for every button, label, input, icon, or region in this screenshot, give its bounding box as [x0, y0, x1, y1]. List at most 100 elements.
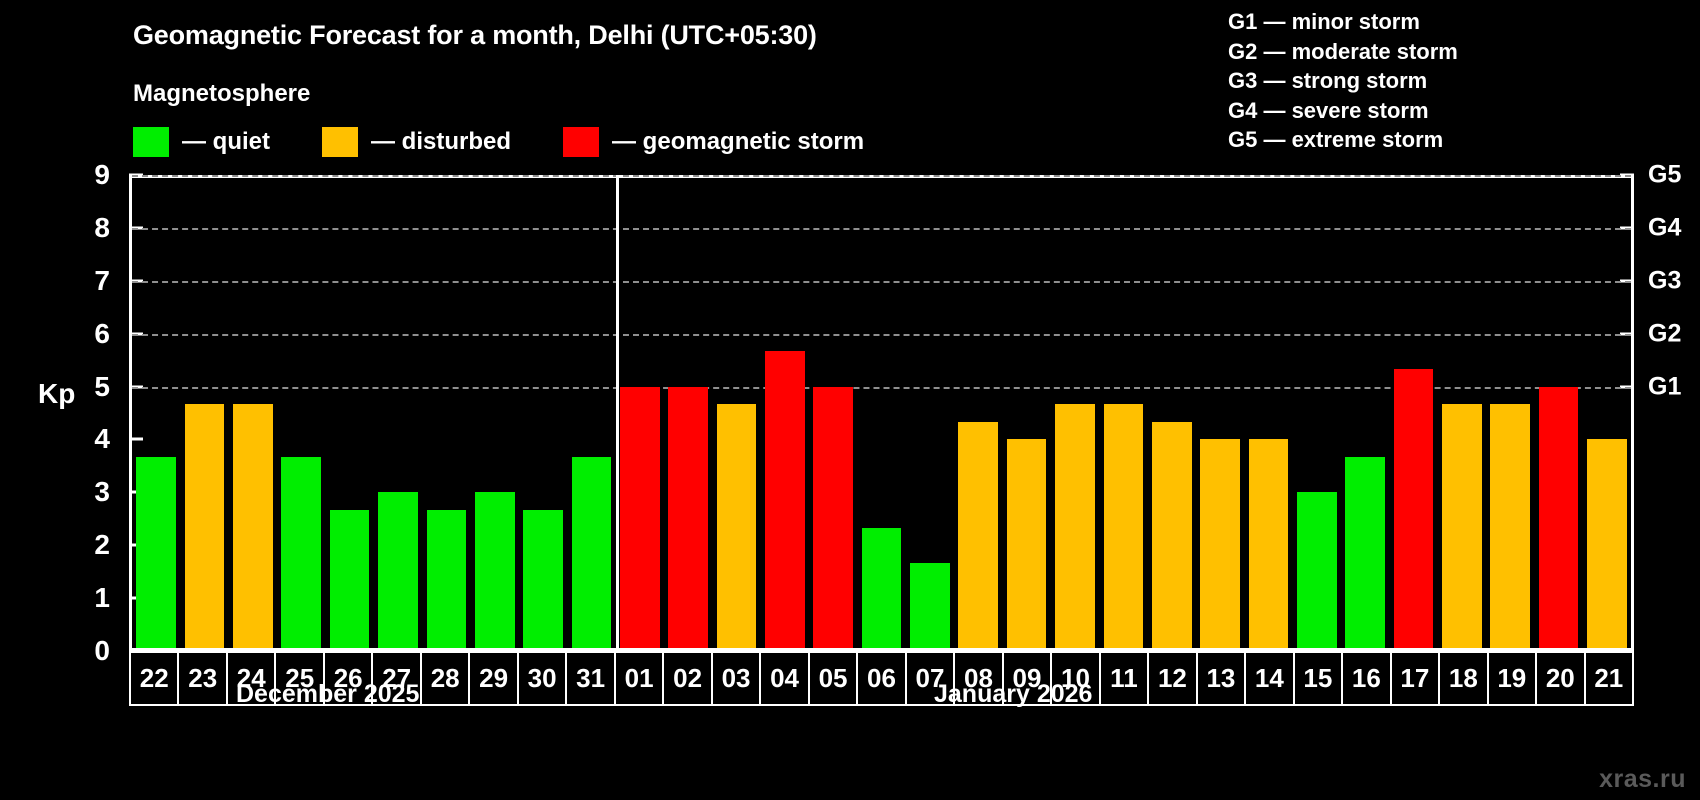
- gscale-row-5: G5 — extreme storm: [1228, 127, 1444, 152]
- date-label: 28: [430, 663, 460, 693]
- date-label: 18: [1448, 663, 1478, 693]
- g-axis-label-G4: G4: [1648, 213, 1682, 242]
- date-cell-21: 21: [1583, 651, 1635, 706]
- bar-cell: [809, 178, 857, 648]
- gridline-kp-5: [132, 386, 1631, 389]
- bar-13: [1200, 439, 1240, 648]
- date-cell-15: 15: [1292, 651, 1342, 706]
- date-label: 05: [818, 663, 848, 693]
- bar-cell: [1293, 178, 1341, 648]
- date-label: 09: [1012, 663, 1042, 693]
- bar-cell: [180, 178, 228, 648]
- y-tick-mark-4: [129, 437, 143, 441]
- bar-06: [861, 527, 902, 648]
- bar-01: [619, 386, 660, 648]
- date-cell-12: 12: [1147, 651, 1196, 706]
- plot-inner: [132, 175, 1631, 650]
- date-cell-10: 10: [1050, 651, 1099, 706]
- gridline-kp-8: [132, 227, 1631, 230]
- date-cell-03: 03: [710, 651, 760, 706]
- date-label: 17: [1400, 663, 1430, 693]
- date-cell-19: 19: [1486, 651, 1536, 706]
- date-cell-28: 28: [419, 651, 469, 706]
- date-label: 01: [624, 663, 654, 693]
- date-cell-26: 26: [322, 651, 372, 706]
- date-label: 26: [333, 663, 363, 693]
- bar-cell: [1583, 178, 1631, 648]
- gscale-row-1: G1 — minor storm: [1228, 9, 1420, 34]
- legend-swatch-disturbed: [322, 127, 358, 157]
- bar-30: [523, 509, 563, 648]
- month-divider: [615, 175, 619, 650]
- gridline-kp-9: [132, 175, 1631, 177]
- date-label: 04: [770, 663, 799, 693]
- date-cell-05: 05: [807, 651, 857, 706]
- bar-21: [1587, 439, 1627, 648]
- date-axis: 22 23 24 25 26 27 28 29 30 31 01 02 03 04 05 06 07 08 09 10…: [129, 651, 1635, 706]
- date-label: 16: [1351, 663, 1381, 693]
- y-tick-mark-2: [129, 543, 143, 547]
- y-tick-label-0: 0: [94, 635, 110, 666]
- g-axis-label-G2: G2: [1648, 319, 1682, 348]
- bar-18: [1442, 404, 1482, 648]
- gscale-row-3: G3 — strong storm: [1228, 68, 1428, 93]
- g-axis-label-G5: G5: [1648, 160, 1682, 189]
- date-cell-06: 06: [856, 651, 905, 706]
- month-label-right: January 2026: [934, 680, 1093, 708]
- bar-cell: [277, 178, 325, 648]
- date-label: 11: [1110, 663, 1138, 693]
- date-label: 20: [1545, 663, 1575, 693]
- date-cell-14: 14: [1244, 651, 1293, 706]
- date-cell-04: 04: [759, 651, 808, 706]
- date-label: 29: [479, 663, 509, 693]
- bar-07: [910, 562, 950, 648]
- bar-cell: [1099, 178, 1147, 648]
- date-cell-22: 22: [129, 651, 178, 706]
- date-cell-29: 29: [468, 651, 517, 706]
- date-cell-08: 08: [953, 651, 1002, 706]
- date-cell-02: 02: [662, 651, 711, 706]
- date-cell-07: 07: [904, 651, 954, 706]
- gscale-row-4: G4 — severe storm: [1228, 97, 1429, 123]
- bar-cell: [1002, 178, 1050, 648]
- y-tick-mark-3: [129, 490, 143, 494]
- bar-cell: [1389, 178, 1437, 648]
- date-cell-23: 23: [177, 651, 226, 706]
- date-cell-01: 01: [613, 651, 663, 706]
- bar-cell: [712, 178, 760, 648]
- date-label: 30: [527, 663, 557, 693]
- y-tick-label-2: 2: [94, 529, 110, 561]
- y-tick-label-4: 4: [94, 423, 110, 455]
- y-tick-label-5: 5: [94, 370, 110, 402]
- date-cell-20: 20: [1535, 651, 1584, 706]
- bar-series: [132, 178, 1631, 648]
- y-tick-label-7: 7: [94, 264, 110, 296]
- bar-16: [1345, 456, 1385, 648]
- bar-28: [426, 509, 467, 648]
- y-axis-title: Kp: [38, 378, 76, 409]
- gscale-legend: G1 — minor storm G2 — moderate storm G3 — …: [1228, 7, 1458, 155]
- bar-11: [1103, 404, 1144, 648]
- date-label: 03: [721, 663, 751, 693]
- date-cell-31: 31: [565, 651, 614, 706]
- date-cell-16: 16: [1341, 651, 1390, 706]
- month-label-left: December 2025: [236, 680, 420, 708]
- date-label: 10: [1060, 663, 1090, 693]
- bar-cell: [1244, 178, 1292, 648]
- bar-cell: [664, 178, 712, 648]
- bar-23: [184, 404, 225, 648]
- gridline-kp-6: [132, 333, 1631, 336]
- bar-10: [1055, 404, 1095, 648]
- bar-cell: [422, 178, 470, 648]
- date-cell-18: 18: [1438, 651, 1487, 706]
- date-label: 15: [1303, 663, 1333, 693]
- bar-27: [378, 492, 418, 648]
- y-tick-label-1: 1: [94, 582, 110, 614]
- legend-item-storm: — geomagnetic storm: [563, 127, 864, 157]
- bar-cell: [519, 178, 567, 648]
- g-axis-label-G1: G1: [1648, 372, 1682, 401]
- bar-09: [1006, 439, 1047, 648]
- date-cell-13: 13: [1195, 651, 1245, 706]
- bar-cell: [1486, 178, 1534, 648]
- gscale-row-2: G2 — moderate storm: [1228, 38, 1458, 64]
